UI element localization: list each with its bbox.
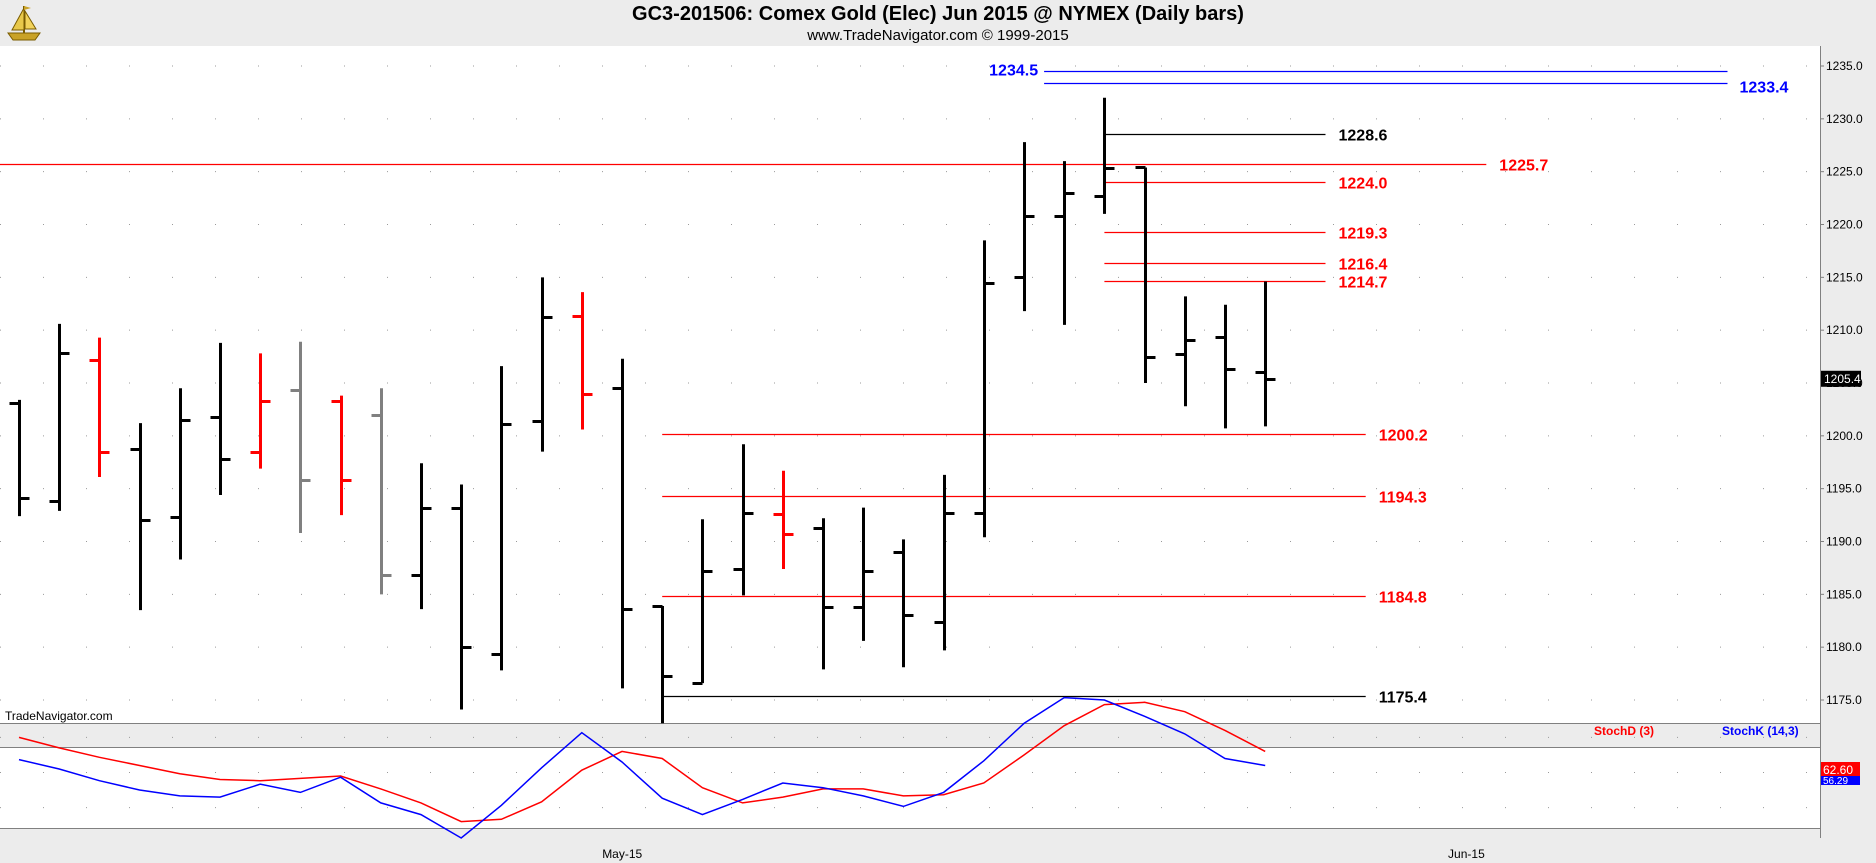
level-label: 1228.6 (1339, 128, 1388, 145)
y-tick-label: 1225.0 (1826, 165, 1863, 179)
stochd-line (18, 701, 1266, 823)
chart-subtitle: www.TradeNavigator.com © 1999-2015 (807, 27, 1069, 44)
chart-header: GC3-201506: Comex Gold (Elec) Jun 2015 @… (0, 0, 1876, 46)
y-tick-label: 1185.0 (1826, 587, 1862, 601)
stochd-last-flag (1821, 762, 1860, 776)
y-tick-label: 1180.0 (1826, 640, 1862, 654)
y-tick-label: 1230.0 (1826, 112, 1863, 126)
level-label: 1234.5 (989, 63, 1038, 80)
y-tick-label: 1200.0 (1826, 429, 1863, 443)
last-price-flag (1821, 370, 1861, 387)
level-label: 1214.7 (1339, 275, 1388, 292)
level-label: 1175.4 (1379, 690, 1427, 707)
legend-stochd: StochD (3) (1594, 724, 1654, 738)
watermark-text: TradeNavigator.com (5, 709, 113, 723)
y-tick-label: 1220.0 (1826, 218, 1863, 232)
level-label: 1216.4 (1339, 257, 1388, 274)
y-tick-label: 1190.0 (1826, 535, 1862, 549)
level-label: 1194.3 (1379, 490, 1427, 507)
level-label: 1219.3 (1339, 226, 1388, 243)
price-plot-area (0, 46, 1820, 723)
y-tick-label: 1235.0 (1826, 59, 1863, 73)
level-label: 1200.2 (1379, 428, 1428, 445)
level-label: 1225.7 (1499, 158, 1548, 175)
x-tick-label: May-15 (602, 847, 642, 861)
last-price-label: 1205.4 (1824, 372, 1861, 386)
chart-title: GC3-201506: Comex Gold (Elec) Jun 2015 @… (632, 3, 1244, 25)
y-tick-label: 1215.0 (1826, 270, 1863, 284)
y-tick-label: 1195.0 (1826, 482, 1862, 496)
y-tick-label: 1210.0 (1826, 323, 1863, 337)
sailing-ship-logo-icon (7, 6, 41, 41)
stochd-last-value: 62.60 (1823, 763, 1853, 777)
stochk-line (18, 696, 1266, 839)
level-label: 1224.0 (1339, 176, 1388, 193)
x-tick-label: Jun-15 (1448, 847, 1485, 861)
stochk-last-flag (1821, 776, 1860, 785)
level-label: 1184.8 (1379, 590, 1427, 607)
level-label: 1233.4 (1740, 80, 1789, 97)
stochk-last-value: 56.29 (1823, 776, 1848, 787)
y-tick-label: 1175.0 (1826, 693, 1862, 707)
stochastic-plot-area (0, 747, 1820, 828)
legend-stochk: StochK (14,3) (1722, 724, 1799, 738)
